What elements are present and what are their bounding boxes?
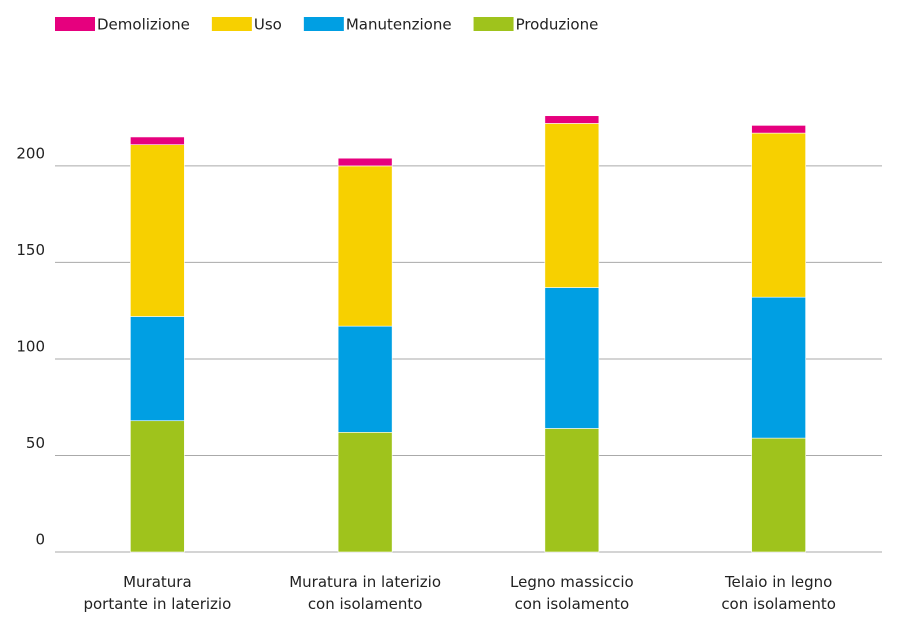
- bar-segment: [130, 316, 185, 422]
- y-tick-label: 200: [16, 144, 45, 162]
- x-tick-label: Muratura in laterizio con isolamento: [289, 573, 441, 613]
- bar-segment: [337, 325, 393, 433]
- legend-label: Demolizione: [97, 16, 190, 34]
- bar-segment: [751, 296, 806, 439]
- x-tick-line: con isolamento: [515, 595, 630, 613]
- bar-segment: [130, 144, 185, 317]
- bar-segment: [544, 287, 600, 429]
- bar-segment: [751, 132, 806, 298]
- legend-label: Produzione: [516, 16, 599, 34]
- legend-label: Uso: [254, 16, 282, 34]
- bar-segment: [751, 125, 806, 134]
- x-tick-line: con isolamento: [721, 595, 836, 613]
- x-tick-line: portante in laterizio: [83, 595, 231, 613]
- bar-segment: [130, 136, 185, 145]
- y-tick-label: 150: [16, 241, 45, 259]
- bar-segment: [337, 157, 393, 167]
- legend-swatch: [303, 17, 344, 31]
- x-tick-line: Muratura: [123, 573, 192, 591]
- bar-segment: [751, 437, 806, 553]
- bar-segment: [337, 165, 393, 327]
- bar-segment: [544, 115, 600, 124]
- bar-segment: [544, 428, 600, 553]
- x-tick-label: Telaio in legno con isolamento: [721, 573, 836, 613]
- legend-label: Manutenzione: [346, 16, 452, 34]
- legend-swatch: [473, 17, 514, 31]
- y-tick-label: 50: [26, 434, 45, 452]
- x-tick-line: Legno massiccio: [510, 573, 634, 591]
- bar-segment: [337, 432, 393, 553]
- x-tick-label: Muratura portante in laterizio: [83, 573, 231, 613]
- y-tick-label: 0: [35, 531, 45, 549]
- x-tick-label: Legno massiccio con isolamento: [510, 573, 634, 613]
- y-tick-label: 100: [16, 337, 45, 355]
- bar-segment: [544, 123, 600, 288]
- x-tick-line: Telaio in legno: [724, 573, 832, 591]
- x-tick-line: con isolamento: [308, 595, 423, 613]
- x-tick-line: Muratura in laterizio: [289, 573, 441, 591]
- legend-swatch: [211, 17, 252, 31]
- legend-swatch: [55, 17, 95, 31]
- bar-segment: [130, 420, 185, 553]
